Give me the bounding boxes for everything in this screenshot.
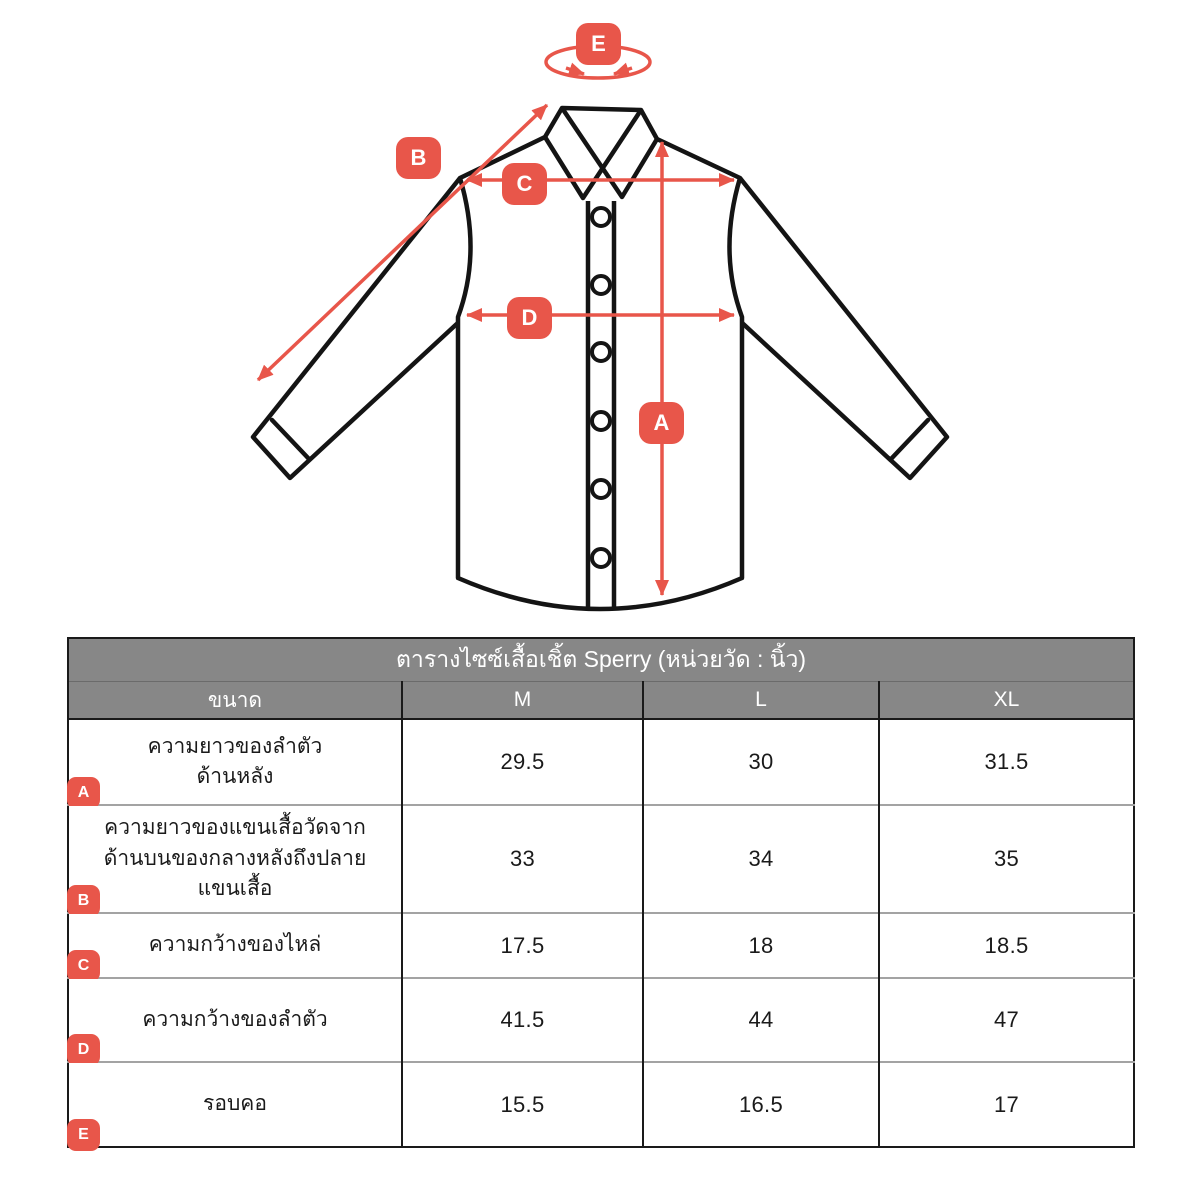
measure-badge-b: B [396,137,441,179]
size-value: 16.5 [642,1061,879,1147]
size-value: 33 [401,804,643,913]
row-label: ความยาวของลำตัว ด้านหลัง [147,734,323,788]
size-value: 30 [642,719,879,805]
size-value: 47 [877,977,1135,1062]
row-label-cell: C ความกว้างของไหล่ [67,912,402,982]
row-label: ความกว้างของไหล่ [148,933,322,957]
shirt-line-art [250,44,950,612]
shirt-measurement-diagram: E B C D A [250,23,950,612]
button-icons [590,206,612,569]
size-value: 31.5 [877,719,1135,805]
measure-badge-e: E [67,1119,100,1151]
size-value: 17 [877,1061,1135,1147]
size-table-body: A ความยาวของลำตัว ด้านหลัง 29.5 30 31.5 B ความย… [67,719,1135,1151]
row-label: ความกว้างของลำตัว [142,1007,328,1031]
size-value: 29.5 [401,719,643,805]
row-label-cell: D ความกว้างของลำตัว [67,977,402,1066]
row-label-cell: E รอบคอ [67,1061,402,1151]
size-value: 17.5 [401,912,643,978]
table-title-row: ตารางไซซ์เสื้อเชิ้ต Sperry (หน่วยวัด : น… [68,638,1135,682]
measure-badge-e: E [576,23,621,65]
size-value: 18.5 [877,912,1135,978]
table-row: C ความกว้างของไหล่ 17.5 18 18.5 [67,912,1135,982]
size-value: 41.5 [401,977,643,1062]
row-label-cell: B ความยาวของแขนเสื้อวัดจาก ด้านบนของกลางหล… [67,804,402,917]
size-value: 18 [642,912,879,978]
size-chart-table: ตารางไซซ์เสื้อเชิ้ต Sperry (หน่วยวัด : น… [67,637,1136,1151]
rotation-arrowhead-right [613,62,633,76]
size-value: 44 [642,977,879,1062]
table-row: D ความกว้างของลำตัว 41.5 44 47 [67,977,1135,1066]
table-row: A ความยาวของลำตัว ด้านหลัง 29.5 30 31.5 [67,719,1135,809]
row-label: ความยาวของแขนเสื้อวัดจาก ด้านบนของกลางหลั… [103,816,367,901]
measure-badge-d: D [507,297,552,339]
measure-arrow-b [256,103,549,382]
table-row: B ความยาวของแขนเสื้อวัดจาก ด้านบนของกลางหล… [67,804,1135,917]
column-header-size: ขนาด [68,681,402,720]
column-header-m: M [401,681,643,720]
table-title: ตารางไซซ์เสื้อเชิ้ต Sperry (หน่วยวัด : น… [68,638,1135,682]
measure-badge-b: B [67,885,100,917]
measure-badge-a: A [67,777,100,809]
row-label-cell: A ความยาวของลำตัว ด้านหลัง [67,719,402,809]
table-row: E รอบคอ 15.5 16.5 17 [67,1061,1135,1151]
size-value: 34 [642,804,879,913]
measure-badge-c: C [502,163,547,205]
left-cuff-seam-line [269,417,312,462]
measure-badge-a: A [639,402,684,444]
measure-badge-d: D [67,1034,100,1066]
measure-badge-c: C [67,950,100,982]
size-value: 35 [877,804,1135,913]
right-sleeve [737,176,950,481]
rotation-arrowhead-left [565,62,585,76]
row-label: รอบคอ [203,1092,267,1116]
collar-left-wing [543,108,643,201]
right-cuff-seam-line [888,417,931,462]
column-header-xl: XL [877,681,1135,720]
table-header-row: ขนาด M L XL [68,681,1135,720]
size-value: 15.5 [401,1061,643,1147]
size-chart: ตารางไซซ์เสื้อเชิ้ต Sperry (หน่วยวัด : น… [67,637,1136,1151]
column-header-l: L [642,681,879,720]
